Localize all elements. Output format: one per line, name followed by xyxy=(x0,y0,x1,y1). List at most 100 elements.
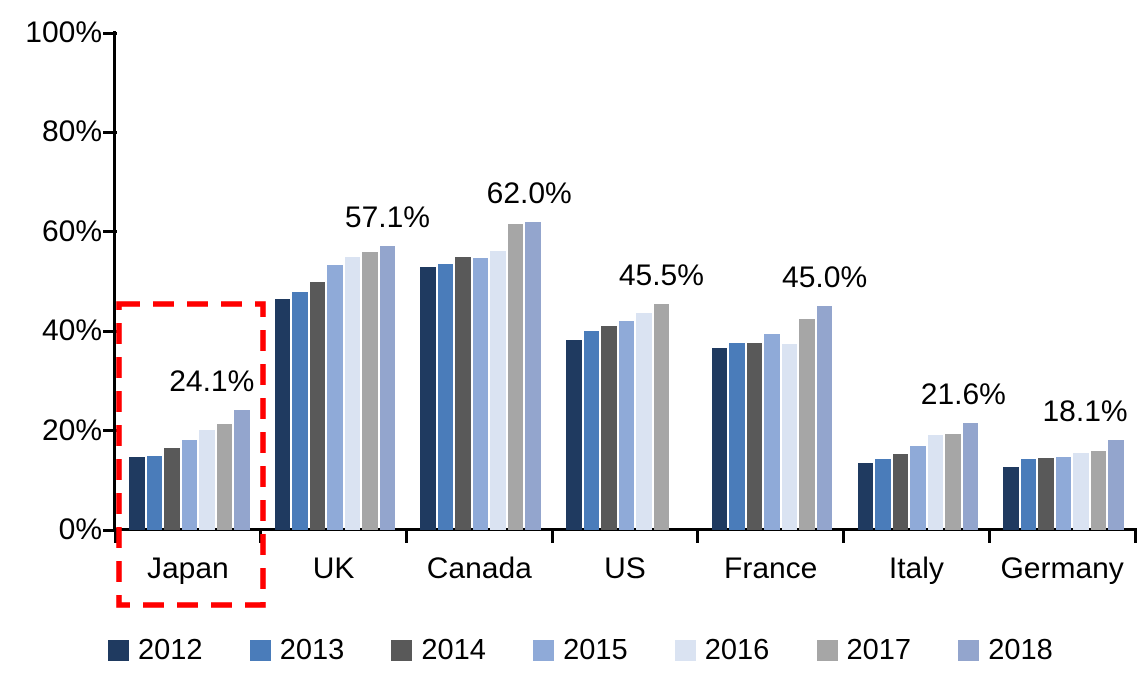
y-axis-tick-label: 0% xyxy=(58,513,102,546)
legend-item-2017: 2017 xyxy=(816,631,912,669)
legend-label: 2013 xyxy=(279,634,345,666)
legend-item-2013: 2013 xyxy=(249,631,345,669)
bar-italy-2017 xyxy=(945,434,961,530)
legend: 2012 2013 2014 2015 2016 2017 2018 xyxy=(0,631,1142,671)
bar-france-2014 xyxy=(746,342,763,530)
y-axis-tick-mark xyxy=(103,230,117,234)
legend-swatch-2017 xyxy=(816,639,838,661)
x-axis-category-label: Canada xyxy=(426,552,532,585)
y-axis-tick-mark xyxy=(103,130,117,134)
y-axis-tick-label: 40% xyxy=(41,314,102,348)
bar-germany-2017 xyxy=(1090,450,1107,530)
bar-canada-2014 xyxy=(455,257,471,530)
y-axis-tick-label: 100% xyxy=(25,16,102,49)
legend-label: 2017 xyxy=(846,634,912,666)
bar-france-2018 xyxy=(816,306,833,530)
bar-value-label: 21.6% xyxy=(920,377,1006,411)
bar-germany-2013 xyxy=(1020,459,1037,530)
y-axis-line xyxy=(113,31,116,532)
x-axis-category-label: France xyxy=(724,552,818,585)
bar-germany-2015 xyxy=(1055,456,1072,530)
bar-france-2013 xyxy=(729,342,745,530)
bar-value-label: 24.1% xyxy=(169,365,255,399)
bar-uk-2013 xyxy=(292,291,308,530)
bar-canada-2017 xyxy=(507,224,524,530)
bar-france-2015 xyxy=(764,334,780,530)
legend-item-2015: 2015 xyxy=(533,631,628,669)
bar-italy-2012 xyxy=(857,463,874,530)
bar-canada-2015 xyxy=(472,257,489,530)
x-axis-tick-mark xyxy=(404,530,408,543)
bar-japan-2015 xyxy=(181,440,197,530)
legend-item-2016: 2016 xyxy=(674,631,770,669)
bar-italy-2015 xyxy=(910,446,926,530)
bar-japan-2012 xyxy=(129,456,145,530)
bar-france-2017 xyxy=(799,318,815,530)
bar-canada-2012 xyxy=(420,266,436,530)
bar-japan-2016 xyxy=(199,430,215,530)
legend-label: 2015 xyxy=(563,634,628,666)
y-axis-tick-mark xyxy=(103,329,117,333)
bar-us-2014 xyxy=(601,325,617,530)
x-axis-category-label: Germany xyxy=(1000,552,1124,585)
bar-germany-2012 xyxy=(1003,466,1019,530)
bar-japan-2018 xyxy=(234,410,250,530)
bar-us-2013 xyxy=(583,330,600,530)
bar-uk-2016 xyxy=(344,257,361,530)
bar-italy-2013 xyxy=(875,459,891,530)
bar-uk-2018 xyxy=(379,246,396,530)
x-axis-tick-mark xyxy=(259,530,263,543)
bar-uk-2014 xyxy=(309,281,326,530)
legend-item-2014: 2014 xyxy=(391,631,486,669)
bar-canada-2018 xyxy=(525,221,541,530)
bar-value-label: 45.5% xyxy=(618,258,704,292)
legend-label: 2016 xyxy=(704,634,770,666)
bar-france-2012 xyxy=(711,348,728,530)
bar-germany-2018 xyxy=(1108,440,1124,530)
bar-italy-2018 xyxy=(962,422,979,530)
legend-item-2018: 2018 xyxy=(958,631,1053,669)
bar-canada-2016 xyxy=(490,250,506,530)
bar-japan-2013 xyxy=(146,455,162,530)
bar-uk-2017 xyxy=(362,252,378,530)
x-axis-category-label: UK xyxy=(312,552,355,585)
bar-us-2015 xyxy=(618,320,635,530)
bar-us-2016 xyxy=(636,313,652,530)
y-axis-tick-label: 20% xyxy=(41,413,102,447)
bar-france-2016 xyxy=(781,343,798,530)
legend-swatch-2016 xyxy=(674,639,696,661)
legend-label: 2018 xyxy=(988,634,1053,666)
bar-value-label: 45.0% xyxy=(782,261,868,295)
bar-value-label: 57.1% xyxy=(344,201,430,235)
y-axis-tick-mark xyxy=(103,31,117,35)
legend-swatch-2015 xyxy=(533,639,555,661)
bar-japan-2017 xyxy=(216,424,232,530)
legend-swatch-2014 xyxy=(391,639,413,661)
legend-label: 2014 xyxy=(421,634,486,666)
bar-us-2012 xyxy=(566,339,582,530)
y-axis-tick-mark xyxy=(103,429,117,433)
y-axis-tick-label: 60% xyxy=(41,214,102,248)
legend-item-2012: 2012 xyxy=(108,631,203,669)
y-axis-tick-mark xyxy=(103,528,117,532)
legend-swatch-2013 xyxy=(249,639,271,661)
bar-value-label: 62.0% xyxy=(486,176,572,210)
x-axis-tick-mark xyxy=(1133,530,1137,543)
bar-canada-2013 xyxy=(437,264,454,530)
y-axis-tick-label: 80% xyxy=(41,115,102,149)
bar-uk-2012 xyxy=(274,299,291,530)
x-axis-tick-mark xyxy=(987,530,991,543)
legend-label: 2012 xyxy=(138,634,203,666)
x-axis-tick-mark xyxy=(113,530,117,543)
x-axis-tick-mark xyxy=(842,530,846,543)
x-axis-tick-mark xyxy=(550,530,554,543)
bar-us-2017 xyxy=(653,303,670,530)
x-axis-category-label: Italy xyxy=(888,552,944,585)
x-axis-tick-mark xyxy=(696,530,700,543)
legend-swatch-2018 xyxy=(958,639,980,661)
legend-swatch-2012 xyxy=(108,639,129,661)
bar-italy-2016 xyxy=(927,435,944,530)
x-axis-category-label: Japan xyxy=(146,552,229,585)
bar-germany-2014 xyxy=(1038,457,1054,530)
